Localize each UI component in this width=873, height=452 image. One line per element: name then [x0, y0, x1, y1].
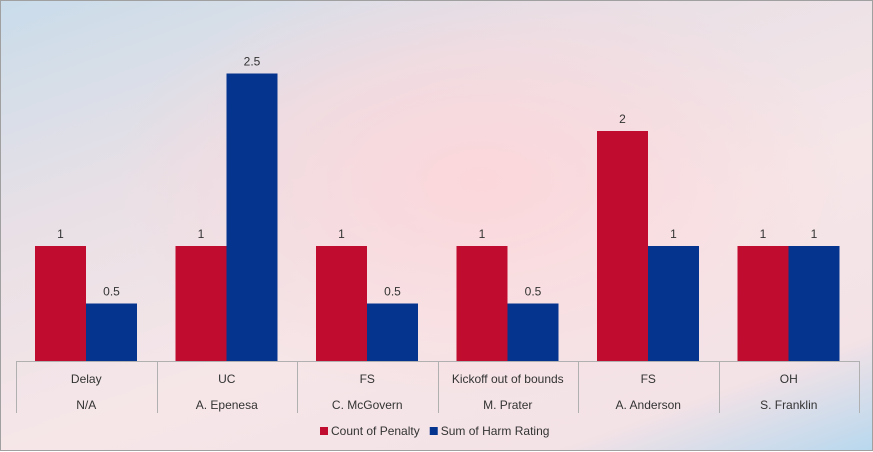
data-label: 2.5: [244, 55, 261, 69]
bar-count-of-penalty: [597, 131, 648, 361]
bar-sum-of-harm-rating: [226, 73, 278, 361]
data-label: 1: [811, 227, 818, 241]
bar-sum-of-harm-rating: [788, 246, 840, 361]
legend-label: Count of Penalty: [331, 424, 420, 438]
bar-sum-of-harm-rating: [507, 303, 559, 361]
data-label: 0.5: [525, 285, 542, 299]
bar-sum-of-harm-rating: [648, 246, 699, 361]
x-tick-label-player: S. Franklin: [760, 398, 817, 412]
data-label: 1: [760, 227, 767, 241]
x-tick-label-penalty: FS: [641, 372, 656, 386]
data-label: 1: [57, 227, 64, 241]
x-tick-label-player: A. Anderson: [616, 398, 681, 412]
x-tick-label-penalty: UC: [218, 372, 236, 386]
data-label: 1: [479, 227, 486, 241]
x-tick-label-penalty: Kickoff out of bounds: [452, 372, 564, 386]
x-tick-label-player: M. Prater: [483, 398, 532, 412]
legend-swatch: [320, 427, 328, 435]
data-label: 1: [198, 227, 205, 241]
bar-sum-of-harm-rating: [86, 303, 137, 361]
bar-count-of-penalty: [316, 246, 367, 361]
x-tick-label-penalty: OH: [780, 372, 798, 386]
x-tick-label-penalty: Delay: [71, 372, 102, 386]
bar-sum-of-harm-rating: [367, 303, 418, 361]
data-label: 0.5: [384, 285, 401, 299]
legend-swatch: [429, 427, 438, 435]
x-tick-label-player: A. Epenesa: [196, 398, 258, 412]
bar-count-of-penalty: [35, 246, 86, 361]
bar-count-of-penalty: [737, 246, 789, 361]
x-tick-label-player: N/A: [76, 398, 96, 412]
data-label: 1: [670, 227, 677, 241]
data-label: 0.5: [103, 285, 120, 299]
bar-count-of-penalty: [175, 246, 227, 361]
x-tick-label-player: C. McGovern: [332, 398, 403, 412]
legend-label: Sum of Harm Rating: [441, 424, 550, 438]
x-tick-label-penalty: FS: [360, 372, 375, 386]
data-label: 1: [338, 227, 345, 241]
bar-count-of-penalty: [456, 246, 508, 361]
data-label: 2: [619, 112, 626, 126]
